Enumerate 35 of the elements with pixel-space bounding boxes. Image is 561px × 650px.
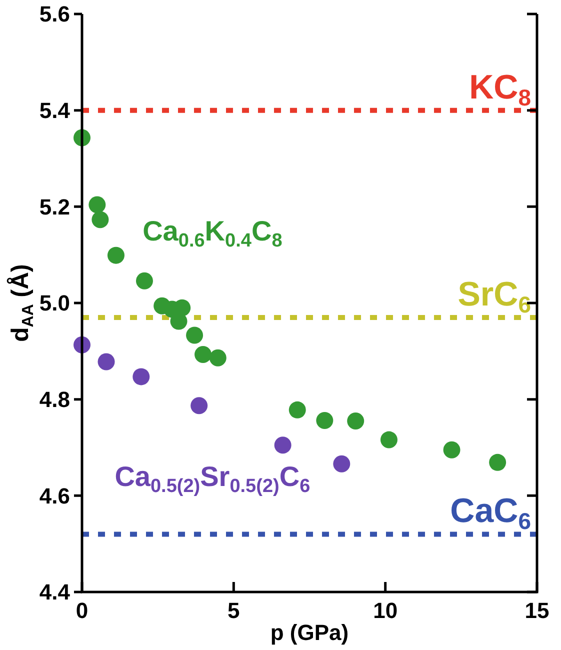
point xyxy=(186,326,204,344)
point xyxy=(136,272,153,290)
point xyxy=(274,436,292,454)
point xyxy=(288,401,306,418)
point xyxy=(333,455,350,472)
series-label: Ca$_{0.6}$K$_{0.4}$C$_{8}$ xyxy=(142,215,282,252)
x-axis-title: p (GPa) xyxy=(270,620,349,645)
point xyxy=(347,412,364,430)
point xyxy=(316,412,334,430)
x-tick-label: 0 xyxy=(76,598,88,623)
y-tick-label: 5.0 xyxy=(39,290,70,316)
point xyxy=(92,211,109,228)
point xyxy=(98,353,115,370)
point xyxy=(380,431,398,448)
ref-line-label: SrC$_{6}$ xyxy=(458,275,531,318)
y-tick-label: 4.8 xyxy=(39,387,70,412)
point xyxy=(107,246,124,264)
point xyxy=(190,397,208,414)
ref-line-label: KC$_{8}$ xyxy=(469,68,532,110)
point xyxy=(194,346,212,364)
point xyxy=(443,441,460,458)
x-tick-label: 10 xyxy=(373,598,398,623)
point xyxy=(88,196,106,214)
point xyxy=(132,368,150,386)
ref-line-label: CaC$_{6}$ xyxy=(450,492,531,534)
x-tick-label: 15 xyxy=(524,598,550,623)
series-label: Ca$_{0.5(2)}$Sr$_{0.5(2)}$C$_{6}$ xyxy=(114,461,310,497)
y-tick-label: 5.4 xyxy=(39,98,71,124)
y-tick-label: 5.6 xyxy=(39,2,70,27)
y-tick-label: 4.4 xyxy=(39,580,71,605)
point xyxy=(209,349,226,366)
x-tick-label: 5 xyxy=(228,598,240,623)
point xyxy=(489,454,506,471)
y-tick-label: 5.2 xyxy=(39,194,70,220)
y-tick-label: 4.6 xyxy=(39,483,70,508)
